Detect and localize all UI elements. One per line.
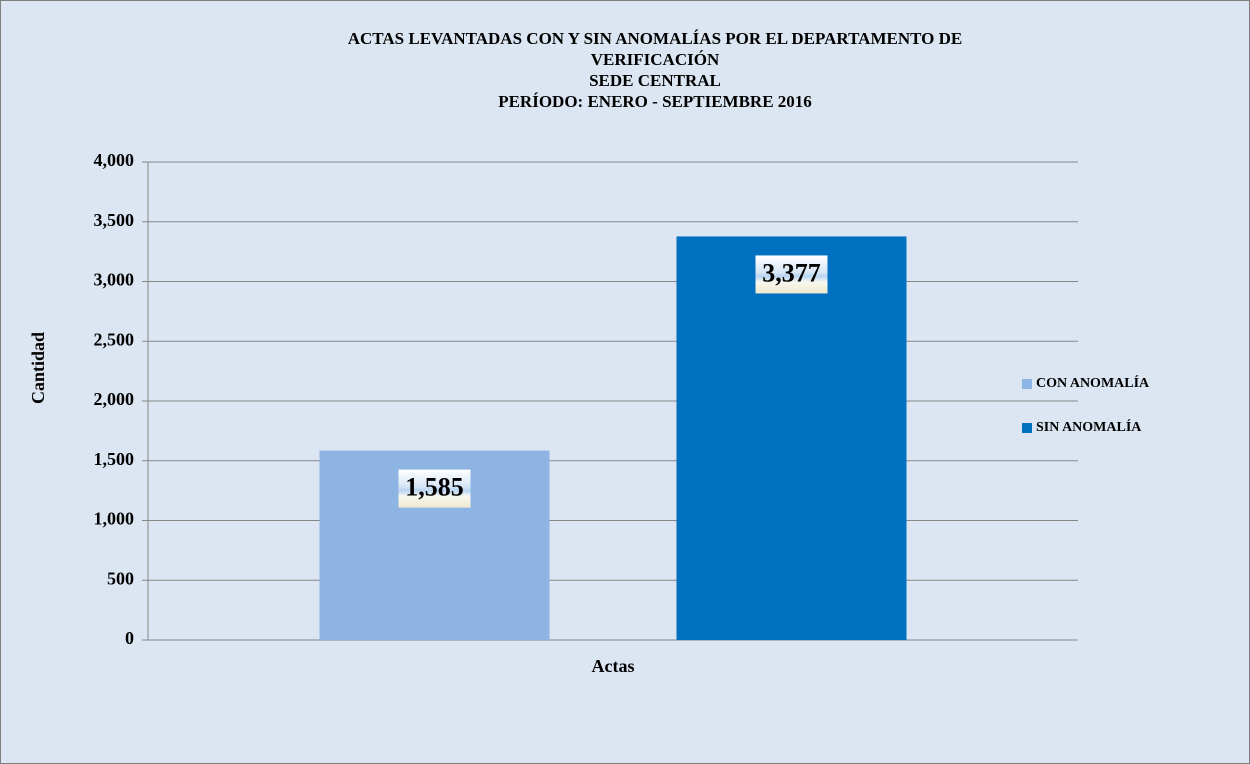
bar xyxy=(676,236,907,641)
y-tick-label: 1,500 xyxy=(94,449,135,469)
value-label-box xyxy=(398,469,471,508)
y-tick-label: 2,000 xyxy=(94,389,135,409)
chart-title: VERIFICACIÓN xyxy=(591,50,720,69)
y-tick-label: 4,000 xyxy=(94,150,135,170)
y-tick-label: 1,000 xyxy=(94,509,135,529)
y-tick-label: 3,000 xyxy=(94,270,135,290)
legend-swatch xyxy=(1022,379,1032,389)
value-label: 1,585 xyxy=(405,473,464,502)
y-tick-label: 0 xyxy=(125,628,134,648)
x-tick-label: Actas xyxy=(592,656,635,676)
y-tick-label: 500 xyxy=(107,568,134,588)
legend-swatch xyxy=(1022,423,1032,433)
legend-label: SIN ANOMALÍA xyxy=(1036,418,1142,435)
chart-title: PERÍODO: ENERO - SEPTIEMBRE 2016 xyxy=(498,92,812,111)
value-label: 3,377 xyxy=(762,258,821,287)
legend-label: CON ANOMALÍA xyxy=(1036,374,1150,391)
chart-title: ACTAS LEVANTADAS CON Y SIN ANOMALÍAS POR… xyxy=(348,29,962,48)
chart-title: SEDE CENTRAL xyxy=(589,71,721,90)
y-tick-label: 3,500 xyxy=(94,210,135,230)
y-tick-label: 2,500 xyxy=(94,329,135,349)
y-axis-label: Cantidad xyxy=(28,332,48,404)
value-label-box xyxy=(755,255,828,294)
